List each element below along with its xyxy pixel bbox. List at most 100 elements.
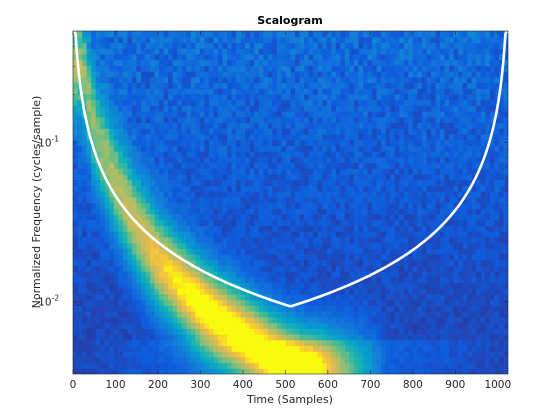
- heatmap-cell: [408, 133, 414, 141]
- heatmap-cell: [489, 76, 495, 84]
- heatmap-cell: [127, 99, 133, 106]
- heatmap-cell: [281, 248, 287, 255]
- heatmap-cell: [376, 88, 382, 95]
- heatmap-cell: [390, 368, 396, 374]
- heatmap-cell: [177, 116, 183, 124]
- heatmap-cell: [73, 259, 79, 266]
- heatmap-cell: [363, 236, 369, 244]
- heatmap-cell: [258, 271, 264, 278]
- heatmap-cell: [281, 99, 287, 106]
- heatmap-cell: [159, 253, 165, 261]
- heatmap-cell: [240, 196, 246, 204]
- heatmap-cell: [494, 322, 500, 329]
- heatmap-cell: [498, 99, 505, 106]
- heatmap-cell: [453, 288, 459, 295]
- heatmap-cell: [326, 93, 332, 101]
- heatmap-cell: [435, 368, 441, 374]
- heatmap-cell: [190, 139, 196, 146]
- heatmap-cell: [168, 259, 174, 266]
- heatmap-cell: [109, 105, 115, 112]
- heatmap-cell: [449, 242, 455, 249]
- heatmap-cell: [104, 351, 110, 358]
- heatmap-cell: [376, 145, 382, 152]
- heatmap-cell: [267, 179, 273, 186]
- heatmap-cell: [254, 311, 260, 318]
- heatmap-cell: [399, 311, 405, 318]
- heatmap-cell: [498, 231, 505, 238]
- heatmap-cell: [109, 111, 115, 118]
- heatmap-cell: [109, 225, 115, 232]
- heatmap-cell: [267, 305, 273, 312]
- heatmap-cell: [236, 196, 242, 204]
- heatmap-cell: [159, 191, 165, 198]
- heatmap-cell: [358, 356, 364, 364]
- heatmap-cell: [353, 253, 360, 261]
- heatmap-cell: [285, 311, 292, 318]
- heatmap-cell: [462, 128, 468, 135]
- heatmap-cell: [313, 356, 319, 364]
- heatmap-cell: [358, 128, 364, 135]
- heatmap-cell: [199, 328, 206, 335]
- heatmap-cell: [285, 105, 292, 112]
- heatmap-cell: [326, 156, 332, 164]
- heatmap-cell: [295, 122, 301, 129]
- heatmap-cell: [494, 225, 500, 232]
- heatmap-cell: [199, 168, 206, 175]
- heatmap-cell: [231, 236, 237, 244]
- heatmap-cell: [77, 242, 83, 249]
- heatmap-cell: [408, 362, 414, 369]
- heatmap-cell: [122, 116, 128, 124]
- heatmap-cell: [163, 202, 169, 209]
- heatmap-cell: [236, 76, 242, 84]
- heatmap-cell: [372, 259, 378, 266]
- heatmap-cell: [363, 276, 369, 284]
- heatmap-cell: [140, 105, 147, 112]
- heatmap-cell: [421, 311, 428, 318]
- heatmap-cell: [127, 231, 133, 238]
- heatmap-cell: [276, 128, 283, 135]
- heatmap-cell: [136, 191, 142, 198]
- heatmap-cell: [240, 316, 246, 324]
- heatmap-cell: [467, 111, 473, 118]
- heatmap-cell: [367, 76, 373, 84]
- heatmap-cell: [118, 156, 124, 164]
- heatmap-cell: [344, 139, 351, 146]
- heatmap-cell: [145, 173, 151, 181]
- heatmap-cell: [426, 265, 432, 272]
- heatmap-cell: [417, 151, 423, 158]
- heatmap-cell: [154, 311, 160, 318]
- heatmap-cell: [313, 185, 319, 192]
- heatmap-cell: [467, 236, 473, 244]
- heatmap-cell: [199, 179, 206, 186]
- heatmap-cell: [435, 351, 441, 358]
- heatmap-cell: [403, 162, 409, 169]
- heatmap-cell: [440, 311, 446, 318]
- heatmap-cell: [476, 259, 482, 266]
- heatmap-cell: [172, 128, 178, 135]
- heatmap-cell: [204, 276, 210, 284]
- heatmap-cell: [390, 196, 396, 204]
- heatmap-cell: [181, 351, 187, 358]
- heatmap-cell: [267, 339, 273, 347]
- heatmap-cell: [331, 271, 337, 278]
- heatmap-cell: [109, 196, 115, 204]
- heatmap-cell: [254, 156, 260, 164]
- heatmap-cell: [308, 145, 314, 152]
- heatmap-cell: [376, 139, 382, 146]
- heatmap-cell: [131, 162, 138, 169]
- heatmap-cell: [213, 345, 219, 352]
- heatmap-cell: [204, 151, 210, 158]
- heatmap-cell: [109, 93, 115, 101]
- heatmap-cell: [263, 82, 269, 89]
- heatmap-cell: [258, 168, 264, 175]
- heatmap-cell: [390, 156, 396, 164]
- heatmap-cell: [159, 185, 165, 192]
- heatmap-cell: [109, 145, 115, 152]
- heatmap-cell: [476, 151, 482, 158]
- heatmap-cell: [95, 231, 101, 238]
- heatmap-cell: [258, 111, 264, 118]
- heatmap-cell: [399, 93, 405, 101]
- heatmap-cell: [458, 328, 464, 335]
- heatmap-cell: [399, 288, 405, 295]
- heatmap-cell: [236, 145, 242, 152]
